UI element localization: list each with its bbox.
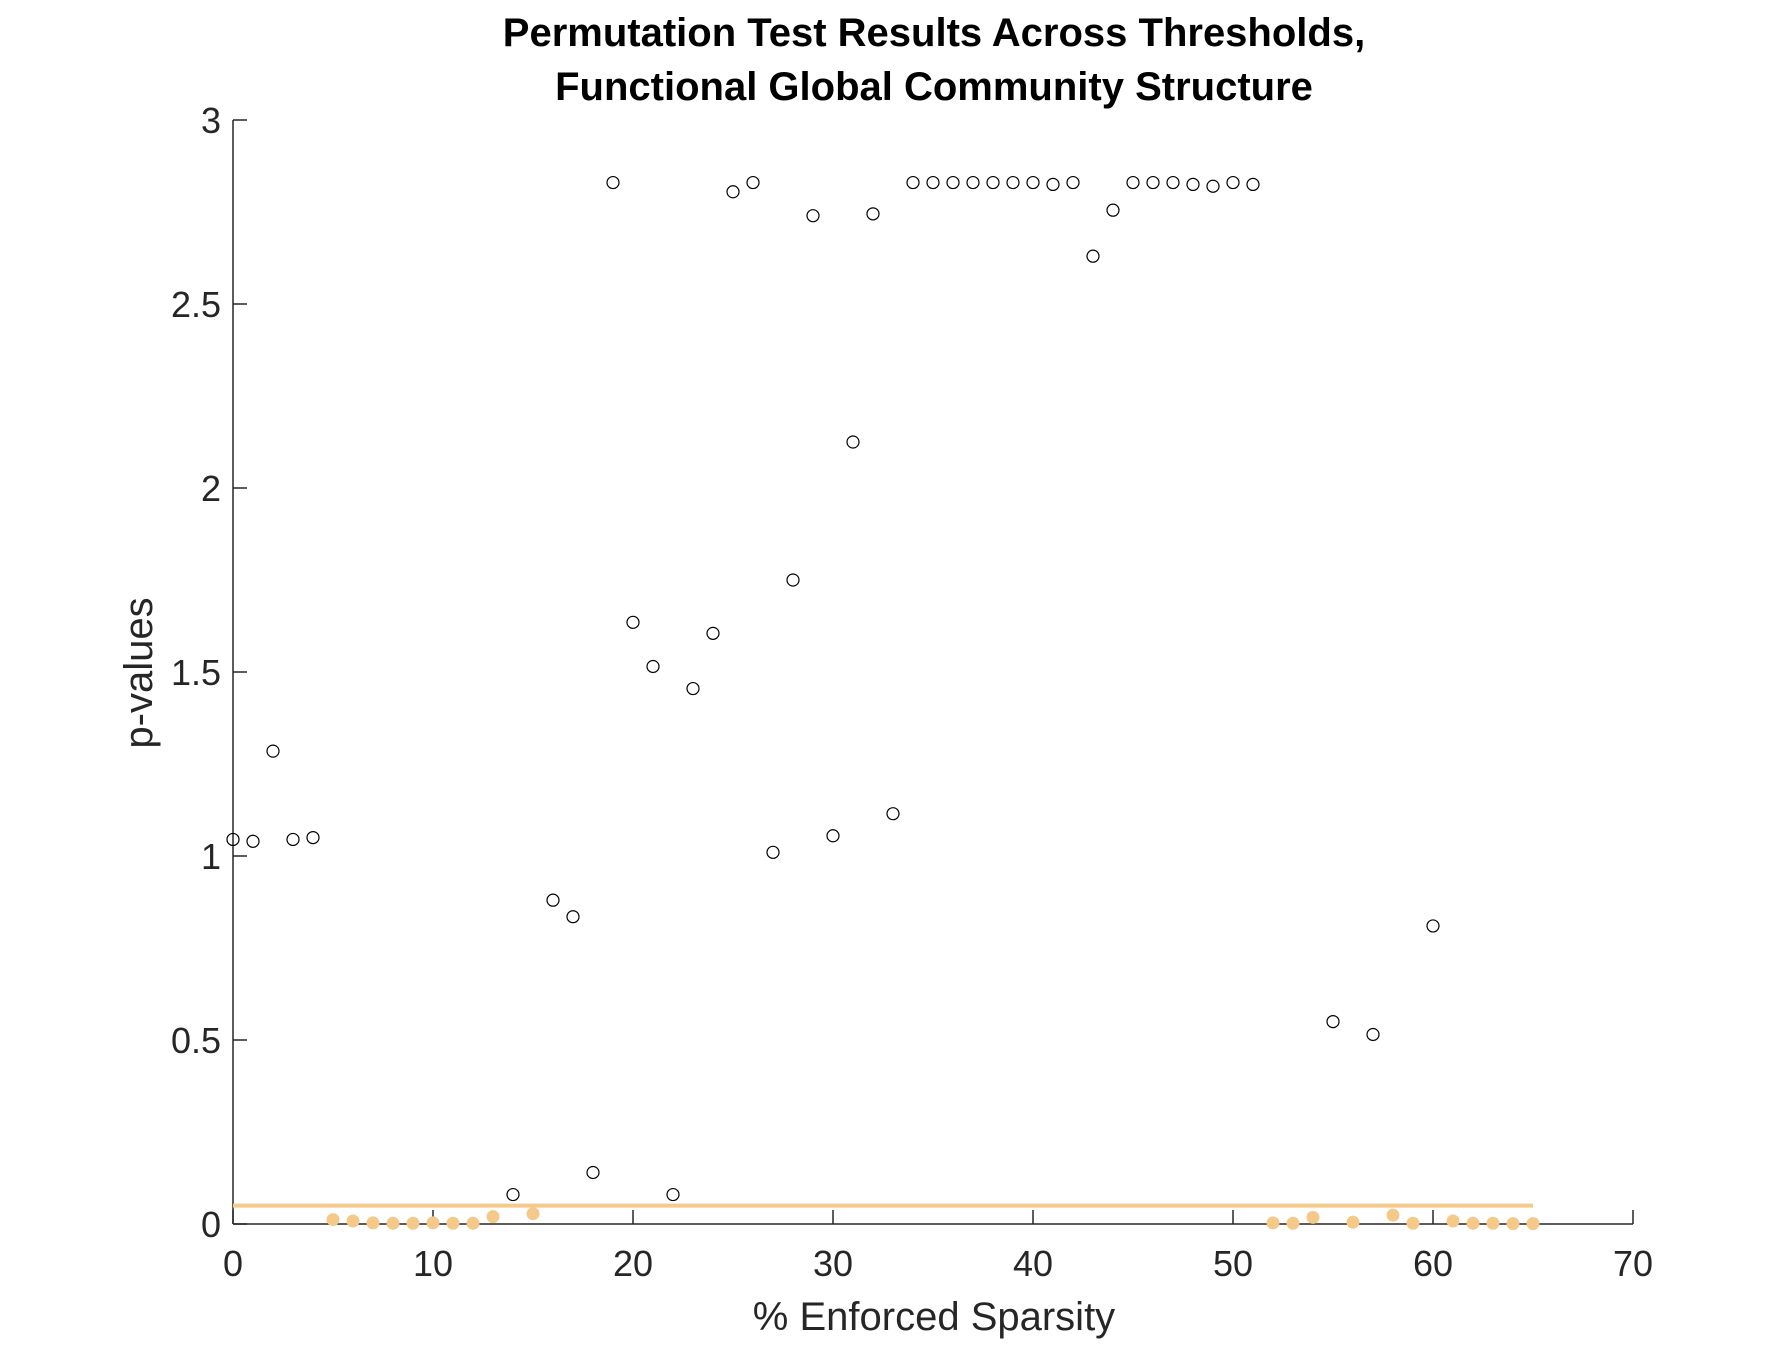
data-point-open: [766, 845, 780, 859]
x-tick-label: 70: [1613, 1243, 1653, 1284]
data-point-significant: [1526, 1217, 1540, 1231]
y-tick-label: 1: [201, 836, 221, 877]
data-point-significant: [446, 1216, 460, 1230]
data-point-open: [866, 207, 880, 221]
data-point-open: [1246, 177, 1260, 191]
data-point-significant: [1286, 1216, 1300, 1230]
data-point-significant: [1306, 1210, 1320, 1224]
data-point-significant: [486, 1210, 500, 1224]
data-point-open: [226, 832, 240, 847]
data-point-open: [1146, 175, 1160, 190]
data-point-significant: [406, 1216, 420, 1230]
data-point-open: [986, 175, 1000, 190]
data-point-open: [246, 834, 260, 848]
data-point-significant: [1486, 1216, 1500, 1230]
x-tick-label: 60: [1413, 1243, 1453, 1284]
data-point-open: [1326, 1014, 1340, 1029]
data-point-open: [606, 175, 620, 190]
data-point-open: [506, 1187, 520, 1202]
y-axis-ticks: 0 0.5 1 1.5 2 2.5 3: [171, 100, 247, 1245]
data-point-significant: [326, 1213, 340, 1227]
chart-title-line-1: Permutation Test Results Across Threshol…: [503, 11, 1365, 55]
data-point-open: [1006, 175, 1020, 190]
axes: [232, 120, 1633, 1225]
data-point-open: [706, 626, 720, 640]
data-point-open: [266, 744, 280, 758]
y-tick-label: 0.5: [171, 1020, 221, 1061]
x-tick-label: 40: [1013, 1243, 1053, 1284]
data-point-significant: [1506, 1217, 1520, 1231]
data-point-open: [626, 615, 640, 629]
data-point-open: [726, 185, 740, 199]
x-axis-ticks: 0 10 20 30 40 50 60 70: [223, 1210, 1653, 1284]
data-point-significant: [1386, 1208, 1400, 1222]
data-points: [226, 175, 1540, 1231]
x-tick-label: 50: [1213, 1243, 1253, 1284]
data-point-open: [666, 1187, 680, 1202]
data-point-significant: [1406, 1216, 1420, 1230]
x-tick-label: 20: [613, 1243, 653, 1284]
data-point-open: [1046, 177, 1060, 191]
data-point-significant: [386, 1216, 400, 1230]
data-point-open: [1126, 175, 1140, 190]
data-point-open: [806, 209, 820, 223]
y-tick-label: 1.5: [171, 652, 221, 693]
data-point-open: [886, 807, 900, 821]
data-point-open: [786, 573, 800, 587]
x-tick-label: 30: [813, 1243, 853, 1284]
data-point-open: [946, 175, 960, 190]
data-point-open: [546, 893, 560, 907]
y-axis-label: p-values: [117, 597, 161, 748]
data-point-open: [1066, 175, 1080, 190]
data-point-open: [926, 175, 940, 190]
y-tick-label: 0: [201, 1204, 221, 1245]
data-point-open: [286, 832, 300, 847]
data-point-significant: [466, 1216, 480, 1230]
chart-title-line-2: Functional Global Community Structure: [555, 65, 1313, 109]
data-point-open: [1366, 1027, 1380, 1042]
data-point-open: [646, 659, 660, 674]
y-tick-label: 3: [201, 100, 221, 141]
data-point-open: [686, 681, 700, 696]
data-point-open: [1186, 177, 1200, 191]
data-point-open: [1106, 203, 1120, 217]
data-point-open: [826, 829, 840, 843]
x-tick-label: 0: [223, 1243, 243, 1284]
data-point-open: [586, 1165, 600, 1180]
data-point-open: [906, 175, 920, 190]
y-tick-label: 2: [201, 468, 221, 509]
data-point-open: [1026, 175, 1040, 190]
data-point-significant: [426, 1216, 440, 1230]
data-point-significant: [1446, 1214, 1460, 1228]
data-point-significant: [366, 1216, 380, 1230]
data-point-open: [966, 175, 980, 190]
data-point-open: [566, 910, 580, 924]
data-point-open: [1086, 249, 1100, 263]
data-point-open: [846, 435, 860, 449]
data-point-significant: [526, 1207, 540, 1221]
data-point-significant: [1266, 1216, 1280, 1230]
data-point-open: [746, 175, 760, 190]
data-point-significant: [1466, 1216, 1480, 1230]
data-point-significant: [346, 1214, 360, 1228]
data-point-open: [306, 830, 320, 845]
y-tick-label: 2.5: [171, 284, 221, 325]
data-point-open: [1206, 179, 1220, 193]
data-point-significant: [1346, 1215, 1360, 1229]
data-point-open: [1166, 175, 1180, 190]
x-axis-label: % Enforced Sparsity: [753, 1295, 1115, 1339]
data-point-open: [1426, 919, 1440, 933]
data-point-open: [1226, 175, 1240, 190]
x-tick-label: 10: [413, 1243, 453, 1284]
